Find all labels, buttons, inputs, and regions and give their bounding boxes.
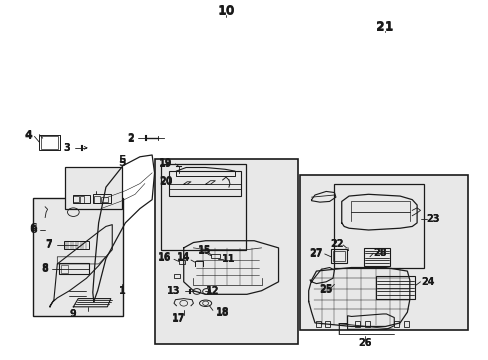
Bar <box>332 251 344 261</box>
Text: 3: 3 <box>63 143 70 153</box>
Bar <box>59 263 89 274</box>
Bar <box>169 171 241 196</box>
Text: 8: 8 <box>41 262 48 273</box>
Text: 11: 11 <box>222 253 235 264</box>
Bar <box>334 184 424 267</box>
Text: 17: 17 <box>172 312 185 323</box>
Text: 4: 4 <box>24 131 32 141</box>
Text: 22: 22 <box>329 239 343 249</box>
Text: 13: 13 <box>167 287 181 296</box>
Bar <box>330 249 346 263</box>
Text: 24: 24 <box>421 277 434 287</box>
Text: 12: 12 <box>206 287 219 296</box>
Bar <box>33 198 122 316</box>
Text: 16: 16 <box>157 252 171 262</box>
Bar <box>64 167 122 208</box>
Text: 4: 4 <box>24 130 32 140</box>
Text: 24: 24 <box>421 277 434 287</box>
Text: 5: 5 <box>118 156 125 165</box>
Text: 2: 2 <box>126 134 133 144</box>
Text: 23: 23 <box>426 214 439 224</box>
Text: 10: 10 <box>217 4 234 17</box>
Text: 10: 10 <box>217 5 234 18</box>
Text: 6: 6 <box>29 223 37 233</box>
Text: 7: 7 <box>45 239 52 249</box>
Bar <box>365 321 369 327</box>
Text: 11: 11 <box>222 254 235 264</box>
Text: 15: 15 <box>198 245 211 255</box>
Text: 19: 19 <box>159 158 172 168</box>
Text: 14: 14 <box>177 252 190 262</box>
Text: 26: 26 <box>358 338 371 348</box>
Text: 7: 7 <box>45 240 52 250</box>
Text: 28: 28 <box>372 248 386 258</box>
Bar <box>80 196 84 203</box>
Text: 25: 25 <box>319 285 332 295</box>
Bar <box>300 175 467 330</box>
Bar <box>73 197 79 202</box>
Bar <box>63 242 89 249</box>
Bar <box>393 321 398 327</box>
Bar <box>101 197 108 202</box>
Bar <box>93 194 111 203</box>
Bar <box>324 321 329 327</box>
Text: 12: 12 <box>206 286 219 296</box>
Bar <box>211 253 220 258</box>
Text: 1: 1 <box>119 286 125 296</box>
Bar <box>375 276 414 298</box>
Bar <box>161 164 245 249</box>
Bar <box>363 248 389 266</box>
Text: 2: 2 <box>126 133 133 143</box>
Text: 18: 18 <box>215 307 229 317</box>
Text: 9: 9 <box>70 309 77 319</box>
Text: 1: 1 <box>119 287 125 296</box>
Text: 3: 3 <box>63 143 70 153</box>
Text: 22: 22 <box>329 239 343 249</box>
Text: 19: 19 <box>159 159 172 169</box>
Text: 26: 26 <box>358 338 371 347</box>
Text: 15: 15 <box>198 247 211 256</box>
Bar <box>73 195 90 203</box>
Text: 17: 17 <box>172 314 185 324</box>
Text: 9: 9 <box>70 309 77 319</box>
Text: 6: 6 <box>29 225 37 235</box>
Bar <box>61 265 68 273</box>
Text: 27: 27 <box>309 248 323 258</box>
Bar <box>179 260 184 264</box>
Text: 25: 25 <box>319 284 332 294</box>
Bar <box>316 321 321 327</box>
Text: 21: 21 <box>375 20 392 33</box>
Bar <box>403 321 408 327</box>
Text: 5: 5 <box>118 158 125 168</box>
Bar <box>174 274 180 278</box>
Bar <box>355 321 360 327</box>
Bar <box>94 196 100 203</box>
Text: 27: 27 <box>309 249 323 259</box>
Text: 23: 23 <box>426 214 439 224</box>
Text: 20: 20 <box>159 176 172 186</box>
Text: 21: 21 <box>375 21 392 33</box>
Bar <box>41 136 58 149</box>
Bar <box>39 135 60 150</box>
Text: 20: 20 <box>159 177 172 187</box>
Bar <box>154 158 297 344</box>
Text: 16: 16 <box>157 252 171 262</box>
Text: 8: 8 <box>41 264 48 274</box>
Text: 18: 18 <box>215 308 229 318</box>
Text: 13: 13 <box>167 286 181 296</box>
Text: 14: 14 <box>177 252 190 262</box>
Text: 28: 28 <box>372 248 386 258</box>
